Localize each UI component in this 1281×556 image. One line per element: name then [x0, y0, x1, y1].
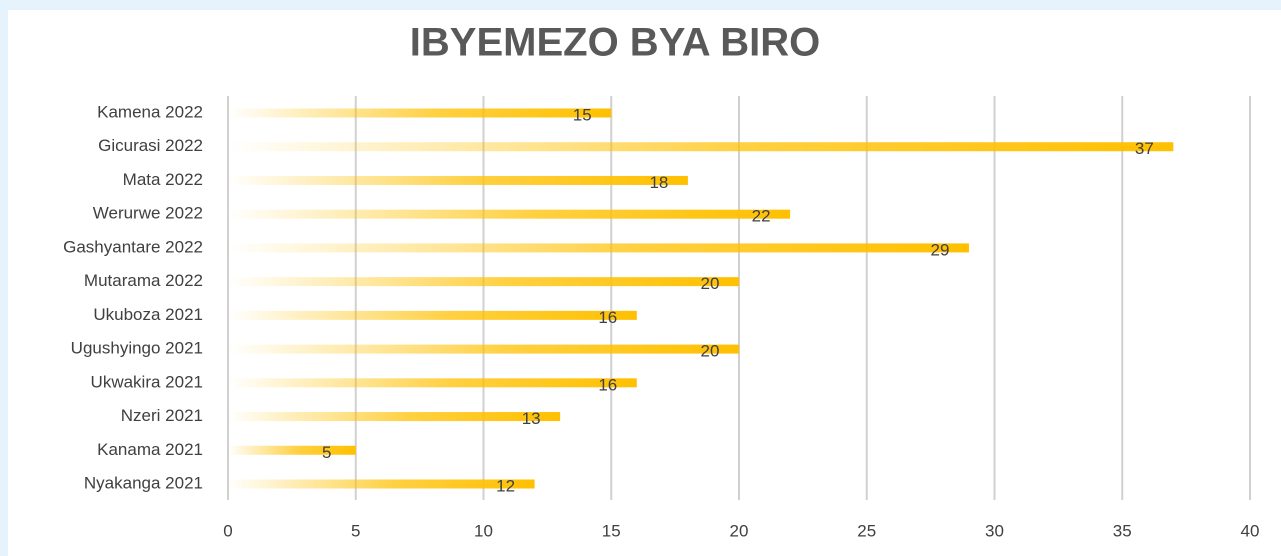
y-tick-label: Ukwakira 2021	[91, 372, 203, 391]
y-tick-label: Nzeri 2021	[121, 406, 203, 425]
bar	[228, 142, 1174, 152]
x-tick-label: 40	[1241, 521, 1260, 540]
data-label: 12	[496, 476, 515, 495]
x-tick-label: 15	[602, 521, 621, 540]
x-tick-label: 25	[857, 521, 876, 540]
x-tick-label: 20	[730, 521, 749, 540]
data-label: 5	[322, 443, 331, 462]
bar	[228, 175, 688, 185]
x-tick-label: 35	[1113, 521, 1132, 540]
x-tick-label: 30	[985, 521, 1004, 540]
data-label: 18	[649, 173, 668, 192]
data-label: 13	[522, 409, 541, 428]
bar	[228, 344, 739, 354]
chart-title: IBYEMEZO BYA BIRO	[410, 21, 820, 65]
y-tick-label: Nyakanga 2021	[84, 473, 203, 492]
y-tick-label: Werurwe 2022	[93, 204, 203, 223]
bar	[228, 479, 535, 489]
bar	[228, 108, 612, 118]
y-tick-label: Mutarama 2022	[84, 271, 203, 290]
bar	[228, 412, 561, 422]
data-label: 22	[752, 207, 771, 226]
y-tick-label: Gicurasi 2022	[98, 136, 203, 155]
data-label: 20	[701, 274, 720, 293]
x-tick-label: 0	[223, 521, 232, 540]
y-tick-label: Kamena 2022	[97, 102, 203, 121]
bar	[228, 445, 356, 455]
x-tick-label: 10	[474, 521, 493, 540]
data-label: 15	[573, 105, 592, 124]
x-tick-label: 5	[351, 521, 360, 540]
bar	[228, 378, 637, 388]
data-label: 16	[598, 375, 617, 394]
y-tick-label: Kanama 2021	[97, 440, 203, 459]
bar	[228, 209, 791, 219]
y-tick-label: Gashyantare 2022	[63, 237, 203, 256]
bar	[228, 243, 969, 253]
data-label: 20	[701, 342, 720, 361]
y-tick-label: Ukuboza 2021	[93, 305, 203, 324]
data-label: 37	[1135, 139, 1154, 158]
bar	[228, 277, 739, 287]
data-label: 29	[930, 240, 949, 259]
y-tick-label: Ugushyingo 2021	[71, 339, 203, 358]
y-tick-label: Mata 2022	[123, 170, 203, 189]
bar	[228, 310, 637, 320]
data-label: 16	[598, 308, 617, 327]
